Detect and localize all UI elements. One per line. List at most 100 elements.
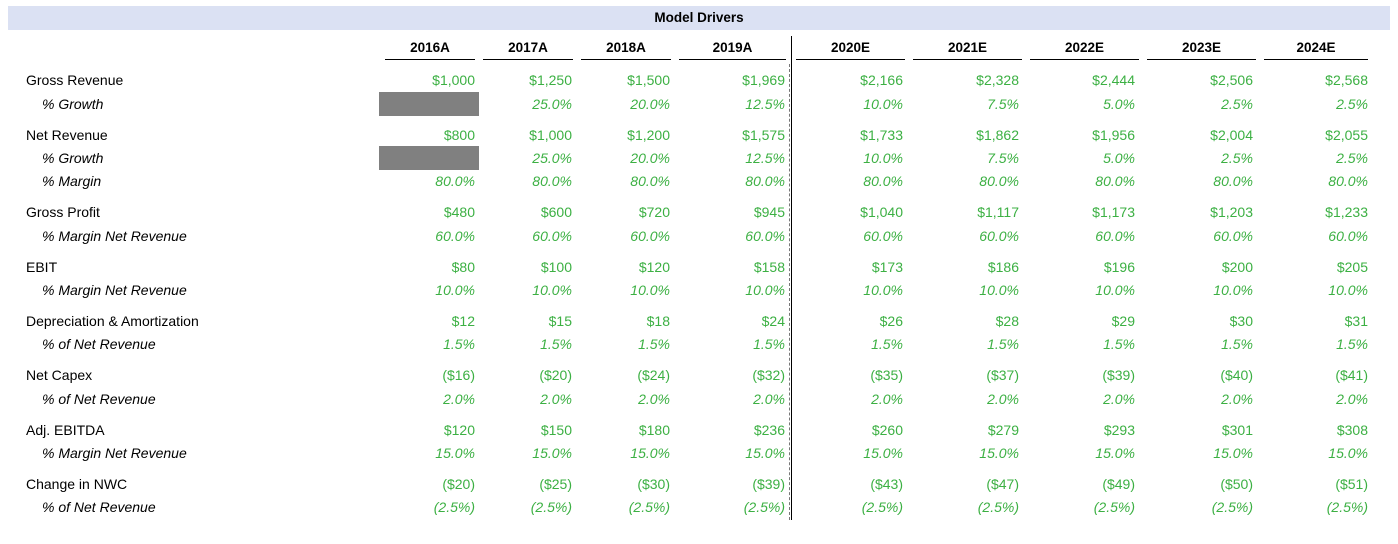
year-header-2020e: 2020E: [796, 39, 905, 60]
value-cell: 1.5%: [1103, 336, 1135, 352]
value-cell: $1,862: [976, 127, 1019, 143]
value-cell: ($47): [986, 476, 1019, 492]
value-cell: ($35): [870, 367, 903, 383]
row-label: % Growth: [42, 96, 104, 112]
value-cell: 80.0%: [630, 173, 670, 189]
value-cell: 10.0%: [435, 282, 475, 298]
value-cell: $100: [540, 259, 572, 275]
value-cell: (2.5%): [530, 499, 572, 515]
value-cell: $1,233: [1325, 204, 1368, 220]
blank-shaded-cell: [379, 146, 479, 170]
value-cell: 15.0%: [1213, 445, 1253, 461]
value-cell: ($39): [1102, 367, 1135, 383]
value-cell: $2,166: [860, 72, 903, 88]
blank-shaded-cell: [379, 92, 479, 116]
value-cell: 60.0%: [863, 228, 903, 244]
value-cell: 2.5%: [1221, 150, 1253, 166]
value-cell: ($25): [539, 476, 572, 492]
value-cell: $26: [879, 313, 903, 329]
row-label: Gross Revenue: [26, 72, 124, 88]
row-label: EBIT: [26, 259, 58, 275]
value-cell: $260: [871, 422, 903, 438]
value-cell: $200: [1221, 259, 1253, 275]
value-cell: $196: [1103, 259, 1135, 275]
value-cell: $173: [871, 259, 903, 275]
value-cell: $293: [1103, 422, 1135, 438]
row-label: Net Revenue: [26, 127, 108, 143]
value-cell: 1.5%: [871, 336, 903, 352]
value-cell: 80.0%: [1213, 173, 1253, 189]
value-cell: ($50): [1220, 476, 1253, 492]
value-cell: ($20): [442, 476, 475, 492]
value-cell: 2.0%: [638, 391, 670, 407]
value-cell: 15.0%: [979, 445, 1019, 461]
value-cell: $1,575: [742, 127, 785, 143]
value-cell: 1.5%: [753, 336, 785, 352]
value-cell: $31: [1344, 313, 1368, 329]
value-cell: 80.0%: [1328, 173, 1368, 189]
row-label: Net Capex: [26, 367, 93, 383]
value-cell: 10.0%: [979, 282, 1019, 298]
value-cell: $18: [646, 313, 670, 329]
value-cell: (2.5%): [433, 499, 475, 515]
value-cell: 60.0%: [979, 228, 1019, 244]
value-cell: 12.5%: [745, 96, 785, 112]
row-label: % Growth: [42, 150, 104, 166]
value-cell: 1.5%: [443, 336, 475, 352]
row-label: % of Net Revenue: [42, 499, 156, 515]
value-cell: 80.0%: [745, 173, 785, 189]
value-cell: $30: [1229, 313, 1253, 329]
value-cell: 10.0%: [863, 96, 903, 112]
value-cell: ($39): [752, 476, 785, 492]
value-cell: ($40): [1220, 367, 1253, 383]
value-cell: 2.0%: [753, 391, 785, 407]
value-cell: 2.0%: [540, 391, 572, 407]
value-cell: $279: [987, 422, 1019, 438]
value-cell: $2,328: [976, 72, 1019, 88]
value-cell: ($16): [442, 367, 475, 383]
value-cell: 20.0%: [630, 150, 670, 166]
value-cell: 80.0%: [532, 173, 572, 189]
value-cell: $15: [548, 313, 572, 329]
value-cell: (2.5%): [1326, 499, 1368, 515]
value-cell: $120: [443, 422, 475, 438]
value-cell: ($32): [752, 367, 785, 383]
value-cell: 2.0%: [443, 391, 475, 407]
value-cell: $180: [638, 422, 670, 438]
row-label: Change in NWC: [26, 476, 128, 492]
value-cell: $2,444: [1092, 72, 1135, 88]
value-cell: $945: [753, 204, 785, 220]
value-cell: 2.0%: [871, 391, 903, 407]
value-cell: 60.0%: [1213, 228, 1253, 244]
value-cell: $1,500: [627, 72, 670, 88]
value-cell: $186: [987, 259, 1019, 275]
row-label: % Margin Net Revenue: [42, 445, 187, 461]
value-cell: (2.5%): [628, 499, 670, 515]
value-cell: $1,203: [1210, 204, 1253, 220]
value-cell: $1,969: [742, 72, 785, 88]
value-cell: 5.0%: [1103, 150, 1135, 166]
value-cell: $1,000: [529, 127, 572, 143]
value-cell: 15.0%: [863, 445, 903, 461]
value-cell: $1,200: [627, 127, 670, 143]
value-cell: $2,568: [1325, 72, 1368, 88]
value-cell: 12.5%: [745, 150, 785, 166]
value-cell: 5.0%: [1103, 96, 1135, 112]
value-cell: 60.0%: [1095, 228, 1135, 244]
value-cell: 15.0%: [1328, 445, 1368, 461]
value-cell: 10.0%: [630, 282, 670, 298]
value-cell: ($20): [539, 367, 572, 383]
value-cell: $1,173: [1092, 204, 1135, 220]
value-cell: 1.5%: [987, 336, 1019, 352]
value-cell: 1.5%: [540, 336, 572, 352]
value-cell: $2,055: [1325, 127, 1368, 143]
year-header-2024e: 2024E: [1264, 39, 1368, 60]
value-cell: $150: [540, 422, 572, 438]
value-cell: 2.5%: [1336, 150, 1368, 166]
value-cell: 15.0%: [745, 445, 785, 461]
value-cell: ($37): [986, 367, 1019, 383]
value-cell: $158: [753, 259, 785, 275]
value-cell: $120: [638, 259, 670, 275]
year-header-2017a: 2017A: [483, 39, 573, 60]
value-cell: 80.0%: [979, 173, 1019, 189]
